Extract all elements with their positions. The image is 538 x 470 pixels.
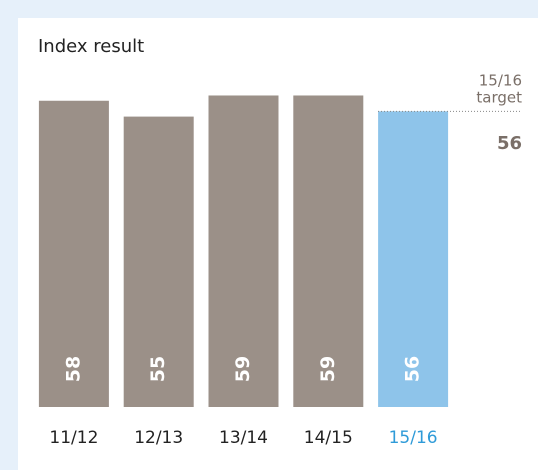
value-label: 58 <box>62 356 84 382</box>
target-label: 15/16 <box>479 72 522 90</box>
x-tick-label: 14/15 <box>304 428 353 448</box>
chart-title: Index result <box>38 36 144 57</box>
bar <box>293 95 364 407</box>
bar <box>208 95 279 407</box>
x-tick-label: 13/14 <box>219 428 268 448</box>
bar <box>378 111 449 407</box>
target-value: 56 <box>497 133 522 154</box>
bar <box>123 116 194 407</box>
value-label: 56 <box>402 356 424 382</box>
bar <box>38 100 109 407</box>
x-tick-label: 12/13 <box>134 428 183 448</box>
value-label: 59 <box>317 356 339 382</box>
x-tick-label: 11/12 <box>49 428 98 448</box>
value-label: 59 <box>232 356 254 382</box>
target-label: target <box>476 89 522 107</box>
value-label: 55 <box>147 356 169 382</box>
x-tick-label: 15/16 <box>389 428 438 448</box>
